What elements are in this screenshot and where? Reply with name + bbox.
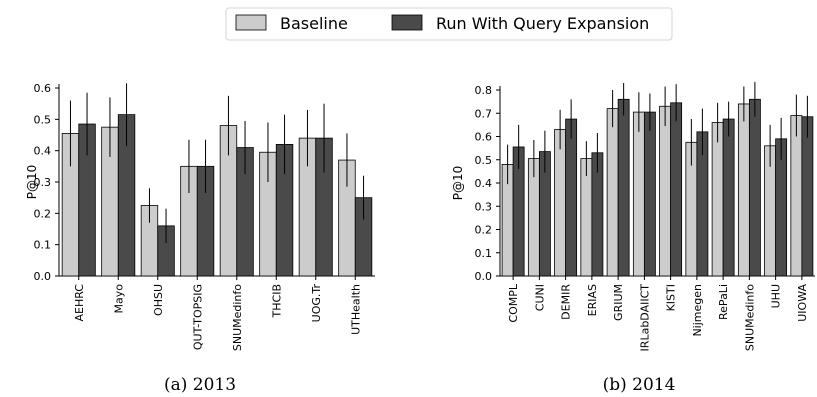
y-tick-label: 0.3	[34, 176, 52, 189]
x-tick-label: KISTI	[665, 284, 678, 311]
y-tick-label: 0.5	[475, 154, 493, 167]
y-tick-label: 0.5	[34, 113, 52, 126]
y-tick-label: 0.2	[475, 224, 493, 237]
y-tick-label: 0.1	[475, 247, 493, 260]
legend-swatch-baseline	[235, 14, 267, 31]
bar-query-expansion	[722, 118, 735, 277]
x-tick-label: COMPL	[507, 283, 520, 322]
y-tick-label: 0.3	[475, 200, 493, 213]
x-tick-label: UHU	[770, 284, 783, 308]
x-tick-label: Mayo	[112, 284, 125, 314]
y-tick-label: 0.2	[34, 207, 52, 220]
y-tick-label: 0.1	[34, 239, 52, 252]
y-axis-label: P@10	[25, 165, 39, 200]
x-tick-label: ERIAS	[586, 284, 599, 316]
bar-baseline	[554, 129, 567, 277]
bar-query-expansion	[643, 111, 656, 277]
x-tick-label: OHSU	[152, 284, 165, 316]
bar-query-expansion	[670, 102, 683, 277]
x-tick-label: RePaLi	[717, 284, 730, 320]
y-tick-label: 0.8	[475, 84, 493, 97]
chart-panel-2013: 0.0 0.1 0.2 0.3 0.4 0.5 0.6 P@10 AEHRC Mayo OHSU QU…	[25, 82, 375, 395]
bar-baseline	[790, 115, 803, 277]
x-tick-label: QUT-TOPSIG	[191, 284, 204, 350]
x-tick-label: GRIUM	[612, 284, 625, 321]
legend-frame	[225, 7, 673, 41]
bar-baseline	[632, 111, 645, 277]
x-tick-label: Nijmegen	[691, 284, 704, 337]
panel-caption: (b) 2014	[603, 375, 676, 395]
x-tick-label: CUNI	[533, 284, 546, 311]
x-tick-label: SNUMedinfo	[743, 284, 756, 351]
x-tick-label: SNUMedinfo	[231, 284, 244, 351]
bar-baseline	[580, 158, 593, 277]
legend-swatch-expansion	[391, 14, 423, 31]
y-tick-label: 0.4	[475, 177, 493, 190]
x-tick-label: AEHRC	[73, 284, 86, 322]
y-tick-label: 0.6	[475, 131, 493, 144]
chart-panel-2014: 0.0 0.1 0.2 0.3 0.4 0.5 0.6 0.7 0.8 P@10 COMPL CUNI…	[451, 81, 815, 395]
legend: Baseline Run With Query Expansion	[225, 7, 673, 41]
legend-label-expansion: Run With Query Expansion	[436, 14, 649, 33]
bar-query-expansion	[617, 98, 630, 277]
y-axis-label: P@10	[451, 166, 465, 201]
bar-baseline	[659, 105, 672, 277]
y-tick-label: 0.0	[475, 270, 493, 283]
x-tick-label: UTHealth	[349, 284, 362, 335]
x-tick-label: THCIB	[270, 284, 283, 318]
legend-label-baseline: Baseline	[280, 14, 348, 33]
bar-query-expansion	[565, 118, 578, 277]
y-tick-label: 0.0	[34, 270, 52, 283]
y-tick-label: 0.6	[34, 82, 52, 95]
y-tick-label: 0.4	[34, 145, 52, 158]
bar-baseline	[737, 103, 750, 277]
x-tick-label: UOG.Tr	[310, 284, 323, 323]
bar-baseline	[711, 122, 724, 277]
x-tick-label: DEMIR	[560, 284, 573, 320]
x-tick-label: IRLabDAIICT	[638, 284, 651, 352]
x-tick-label: UIOWA	[796, 284, 809, 322]
bar-query-expansion	[748, 98, 761, 277]
bar-query-expansion	[801, 116, 814, 277]
bar-baseline	[606, 108, 619, 277]
y-tick-label: 0.7	[475, 107, 493, 120]
panel-caption: (a) 2013	[164, 375, 236, 395]
